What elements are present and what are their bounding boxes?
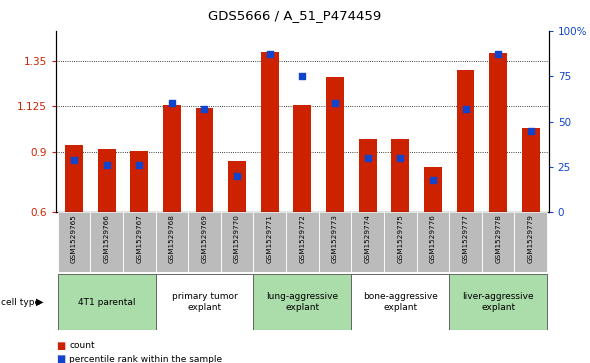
Point bbox=[526, 128, 536, 134]
Point bbox=[167, 101, 176, 106]
Text: GSM1529774: GSM1529774 bbox=[365, 214, 371, 263]
FancyBboxPatch shape bbox=[482, 212, 514, 272]
Point bbox=[135, 162, 144, 168]
Bar bbox=[457, 70, 474, 212]
Text: percentile rank within the sample: percentile rank within the sample bbox=[69, 355, 222, 363]
Point bbox=[363, 155, 372, 161]
FancyBboxPatch shape bbox=[221, 212, 254, 272]
FancyBboxPatch shape bbox=[58, 212, 90, 272]
Text: primary tumor
explant: primary tumor explant bbox=[172, 293, 237, 312]
Point bbox=[493, 52, 503, 57]
Text: bone-aggressive
explant: bone-aggressive explant bbox=[363, 293, 438, 312]
Point bbox=[297, 73, 307, 79]
FancyBboxPatch shape bbox=[156, 274, 254, 330]
Bar bbox=[424, 167, 442, 212]
Bar bbox=[326, 77, 344, 212]
Text: GSM1529768: GSM1529768 bbox=[169, 214, 175, 263]
Text: liver-aggressive
explant: liver-aggressive explant bbox=[463, 293, 534, 312]
FancyBboxPatch shape bbox=[123, 212, 156, 272]
Text: cell type: cell type bbox=[1, 298, 40, 307]
Point bbox=[200, 106, 209, 112]
Point bbox=[461, 106, 470, 112]
Text: GSM1529777: GSM1529777 bbox=[463, 214, 468, 263]
Text: ▶: ▶ bbox=[37, 297, 44, 307]
FancyBboxPatch shape bbox=[319, 212, 351, 272]
Bar bbox=[195, 109, 214, 212]
FancyBboxPatch shape bbox=[384, 212, 417, 272]
Text: GSM1529778: GSM1529778 bbox=[495, 214, 501, 263]
FancyBboxPatch shape bbox=[188, 212, 221, 272]
Bar bbox=[489, 53, 507, 212]
FancyBboxPatch shape bbox=[449, 212, 482, 272]
Point bbox=[232, 173, 242, 179]
Text: GSM1529771: GSM1529771 bbox=[267, 214, 273, 263]
Text: 4T1 parental: 4T1 parental bbox=[78, 298, 135, 307]
Text: GSM1529766: GSM1529766 bbox=[104, 214, 110, 263]
Bar bbox=[522, 128, 540, 212]
Point bbox=[102, 162, 112, 168]
FancyBboxPatch shape bbox=[286, 212, 319, 272]
FancyBboxPatch shape bbox=[254, 274, 351, 330]
Text: count: count bbox=[69, 341, 94, 350]
Bar bbox=[98, 149, 116, 212]
Bar bbox=[65, 145, 83, 212]
Text: GSM1529776: GSM1529776 bbox=[430, 214, 436, 263]
Point bbox=[395, 155, 405, 161]
Point bbox=[428, 177, 438, 183]
Text: GSM1529773: GSM1529773 bbox=[332, 214, 338, 263]
Text: ■: ■ bbox=[56, 354, 65, 363]
FancyBboxPatch shape bbox=[58, 274, 156, 330]
Bar bbox=[163, 106, 181, 212]
Bar bbox=[228, 161, 246, 212]
Text: GSM1529772: GSM1529772 bbox=[299, 214, 306, 263]
Text: lung-aggressive
explant: lung-aggressive explant bbox=[266, 293, 339, 312]
Text: GSM1529767: GSM1529767 bbox=[136, 214, 142, 263]
Text: ■: ■ bbox=[56, 340, 65, 351]
FancyBboxPatch shape bbox=[417, 212, 449, 272]
Point bbox=[69, 157, 78, 163]
Text: GSM1529775: GSM1529775 bbox=[397, 214, 403, 263]
Point bbox=[330, 101, 340, 106]
FancyBboxPatch shape bbox=[156, 212, 188, 272]
Bar bbox=[293, 106, 312, 212]
Text: GSM1529770: GSM1529770 bbox=[234, 214, 240, 263]
FancyBboxPatch shape bbox=[351, 274, 449, 330]
FancyBboxPatch shape bbox=[514, 212, 547, 272]
Text: GDS5666 / A_51_P474459: GDS5666 / A_51_P474459 bbox=[208, 9, 382, 22]
Text: GSM1529765: GSM1529765 bbox=[71, 214, 77, 263]
Text: GSM1529769: GSM1529769 bbox=[202, 214, 208, 263]
Bar bbox=[130, 151, 148, 212]
Bar bbox=[391, 139, 409, 212]
Bar bbox=[261, 52, 278, 212]
FancyBboxPatch shape bbox=[254, 212, 286, 272]
FancyBboxPatch shape bbox=[449, 274, 547, 330]
FancyBboxPatch shape bbox=[351, 212, 384, 272]
Point bbox=[265, 52, 274, 57]
Text: GSM1529779: GSM1529779 bbox=[528, 214, 534, 263]
Bar bbox=[359, 139, 376, 212]
FancyBboxPatch shape bbox=[90, 212, 123, 272]
